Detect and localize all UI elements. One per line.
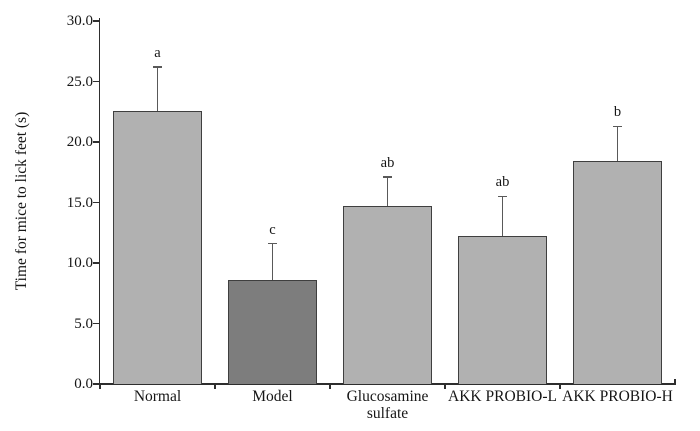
x-category-label: Glucosamine sulfate: [346, 388, 429, 422]
y-tick-label: 30.0: [66, 13, 93, 29]
y-tick-label: 0.0: [74, 376, 93, 392]
y-axis-tick: [92, 383, 99, 385]
y-axis-title: Time for mice to lick feet (s): [13, 111, 30, 291]
error-bar-cap: [613, 125, 622, 128]
x-axis-end-tick: [674, 378, 676, 384]
sig-letter: a: [154, 44, 161, 61]
x-category-label: Normal: [133, 388, 182, 405]
error-bar-stem: [156, 66, 159, 112]
error-bar-cap: [153, 66, 162, 68]
y-axis-line: [98, 18, 101, 386]
error-bar-stem: [501, 196, 504, 238]
y-tick-label: 15.0: [66, 194, 93, 211]
y-tick-label: 20.0: [66, 134, 93, 150]
error-bar-stem: [271, 243, 274, 281]
x-axis-tick: [444, 384, 446, 389]
error-bar-stem: [386, 177, 389, 208]
y-tick-label: 25.0: [66, 73, 93, 90]
error-bar-cap: [268, 242, 277, 245]
bar: [343, 206, 432, 384]
sig-letter: ab: [495, 174, 510, 191]
y-axis-tick: [92, 20, 99, 22]
y-tick-label: 5.0: [74, 315, 93, 332]
sig-letter: c: [269, 221, 276, 238]
bar: [573, 161, 662, 384]
y-axis-tick: [92, 80, 99, 83]
x-axis-tick: [99, 384, 101, 389]
error-bar-cap: [498, 195, 507, 198]
y-axis-tick: [92, 141, 99, 143]
x-axis-tick: [214, 384, 216, 389]
x-category-label: AKK PROBIO-L: [448, 388, 557, 405]
bar: [458, 236, 547, 384]
y-axis-tick: [92, 262, 99, 264]
y-axis-tick: [92, 322, 99, 325]
y-axis-tick: [92, 201, 99, 204]
x-axis-tick: [559, 384, 561, 389]
bar: [113, 110, 202, 384]
x-category-label: AKK PROBIO-H: [562, 388, 673, 405]
x-axis-line: [98, 383, 676, 385]
error-bar-cap: [383, 176, 392, 178]
sig-letter: b: [613, 104, 622, 121]
x-axis-tick: [329, 384, 331, 389]
sig-letter: ab: [380, 155, 395, 172]
y-tick-label: 10.0: [66, 255, 93, 271]
bar: [228, 279, 317, 384]
error-bar-stem: [616, 126, 619, 163]
x-category-label: Model: [252, 388, 293, 405]
